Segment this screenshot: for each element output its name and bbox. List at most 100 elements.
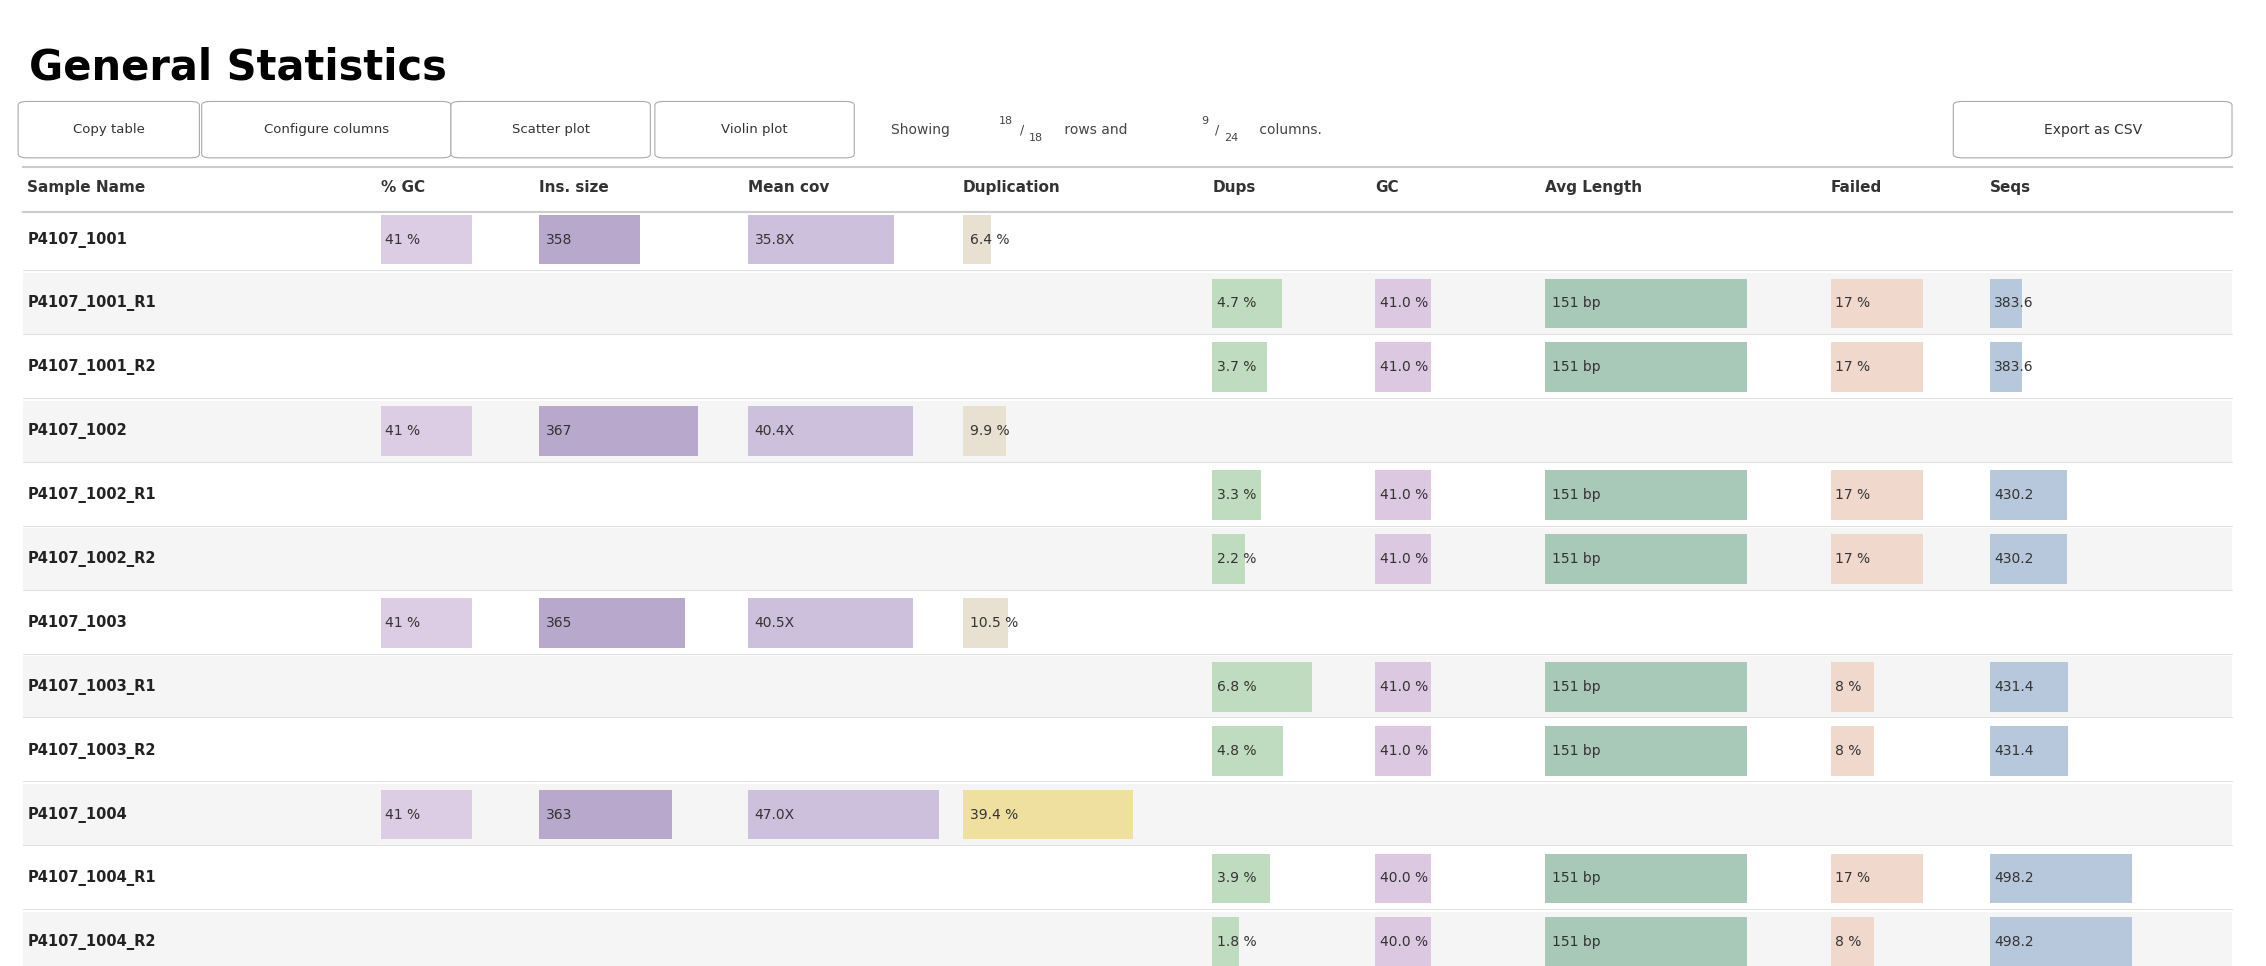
Bar (1375, 278, 1432, 328)
Text: 17 %: 17 % (1835, 552, 1872, 566)
Bar (381, 214, 471, 265)
Bar (1831, 534, 1924, 583)
Text: 365: 365 (546, 616, 573, 630)
Text: 383.6: 383.6 (1994, 297, 2033, 310)
Text: 47.0X: 47.0X (755, 808, 795, 821)
Text: 9: 9 (1201, 116, 1208, 127)
Text: P4107_1002_R2: P4107_1002_R2 (27, 551, 156, 567)
Text: 3.7 %: 3.7 % (1217, 360, 1255, 375)
Bar (1990, 534, 2067, 583)
Bar (748, 598, 913, 648)
Text: /: / (1020, 123, 1024, 136)
Text: 17 %: 17 % (1835, 297, 1872, 310)
Text: 151 bp: 151 bp (1552, 935, 1600, 950)
Text: 40.0 %: 40.0 % (1380, 935, 1428, 950)
FancyBboxPatch shape (202, 101, 451, 157)
Bar (1831, 342, 1924, 392)
Text: 41.0 %: 41.0 % (1380, 680, 1428, 694)
Bar (1990, 918, 2132, 966)
Text: 3.9 %: 3.9 % (1217, 871, 1255, 886)
Bar (1831, 470, 1924, 520)
Bar (1545, 470, 1747, 520)
Text: 151 bp: 151 bp (1552, 360, 1600, 375)
Bar (1375, 854, 1432, 903)
Text: 498.2: 498.2 (1994, 935, 2033, 950)
Bar (23, 272, 2232, 334)
Text: 39.4 %: 39.4 % (970, 808, 1017, 821)
Text: 41.0 %: 41.0 % (1380, 744, 1428, 757)
Bar (23, 592, 2232, 654)
Text: % GC: % GC (381, 181, 424, 195)
Text: 17 %: 17 % (1835, 360, 1872, 375)
Text: 151 bp: 151 bp (1552, 488, 1600, 502)
Bar (23, 528, 2232, 589)
FancyBboxPatch shape (451, 101, 650, 157)
Bar (1545, 918, 1747, 966)
Text: 41 %: 41 % (385, 233, 421, 246)
Bar (1212, 854, 1269, 903)
Text: 6.8 %: 6.8 % (1217, 680, 1255, 694)
Bar (381, 789, 471, 839)
Text: P4107_1003_R2: P4107_1003_R2 (27, 743, 156, 758)
Text: 363: 363 (546, 808, 573, 821)
Text: Configure columns: Configure columns (263, 123, 390, 136)
Text: 6.4 %: 6.4 % (970, 233, 1008, 246)
Bar (1545, 725, 1747, 776)
Bar (963, 789, 1133, 839)
Text: 41 %: 41 % (385, 616, 421, 630)
Bar (539, 789, 673, 839)
Bar (539, 214, 639, 265)
FancyBboxPatch shape (655, 101, 854, 157)
Text: 9.9 %: 9.9 % (970, 424, 1008, 439)
Text: 498.2: 498.2 (1994, 871, 2033, 886)
Text: P4107_1004: P4107_1004 (27, 807, 127, 822)
Text: 41 %: 41 % (385, 808, 421, 821)
Text: 40.5X: 40.5X (755, 616, 795, 630)
Bar (1831, 725, 1874, 776)
Bar (1990, 470, 2067, 520)
Bar (1212, 918, 1240, 966)
Text: 8 %: 8 % (1835, 680, 1863, 694)
Text: Export as CSV: Export as CSV (2044, 123, 2141, 136)
Bar (748, 789, 940, 839)
Text: 367: 367 (546, 424, 573, 439)
Bar (23, 401, 2232, 462)
Bar (539, 598, 684, 648)
Bar (1212, 534, 1244, 583)
Text: 151 bp: 151 bp (1552, 297, 1600, 310)
Bar (963, 214, 990, 265)
Bar (1212, 278, 1283, 328)
Text: 383.6: 383.6 (1994, 360, 2033, 375)
Bar (1990, 725, 2069, 776)
Text: 10.5 %: 10.5 % (970, 616, 1017, 630)
Bar (1212, 662, 1312, 712)
Text: Avg Length: Avg Length (1545, 181, 1643, 195)
Bar (1831, 854, 1924, 903)
Bar (1831, 278, 1924, 328)
Bar (1545, 854, 1747, 903)
Text: /: / (1215, 123, 1219, 136)
Text: 431.4: 431.4 (1994, 744, 2033, 757)
Text: P4107_1001: P4107_1001 (27, 232, 127, 247)
Bar (23, 783, 2232, 845)
Bar (1990, 662, 2069, 712)
Text: General Statistics: General Statistics (29, 47, 446, 89)
Bar (23, 912, 2232, 966)
Text: 4.7 %: 4.7 % (1217, 297, 1255, 310)
Text: Mean cov: Mean cov (748, 181, 829, 195)
Bar (23, 720, 2232, 781)
Text: Duplication: Duplication (963, 181, 1060, 195)
Text: Copy table: Copy table (73, 123, 145, 136)
Bar (1545, 534, 1747, 583)
Text: 41.0 %: 41.0 % (1380, 552, 1428, 566)
Text: 2.2 %: 2.2 % (1217, 552, 1255, 566)
Text: 41 %: 41 % (385, 424, 421, 439)
Text: P4107_1001_R2: P4107_1001_R2 (27, 359, 156, 376)
Bar (1545, 342, 1747, 392)
Text: P4107_1004_R2: P4107_1004_R2 (27, 934, 156, 951)
Text: columns.: columns. (1255, 123, 1323, 136)
Bar (23, 656, 2232, 718)
Text: 41.0 %: 41.0 % (1380, 360, 1428, 375)
Text: 151 bp: 151 bp (1552, 552, 1600, 566)
Bar (1375, 342, 1432, 392)
